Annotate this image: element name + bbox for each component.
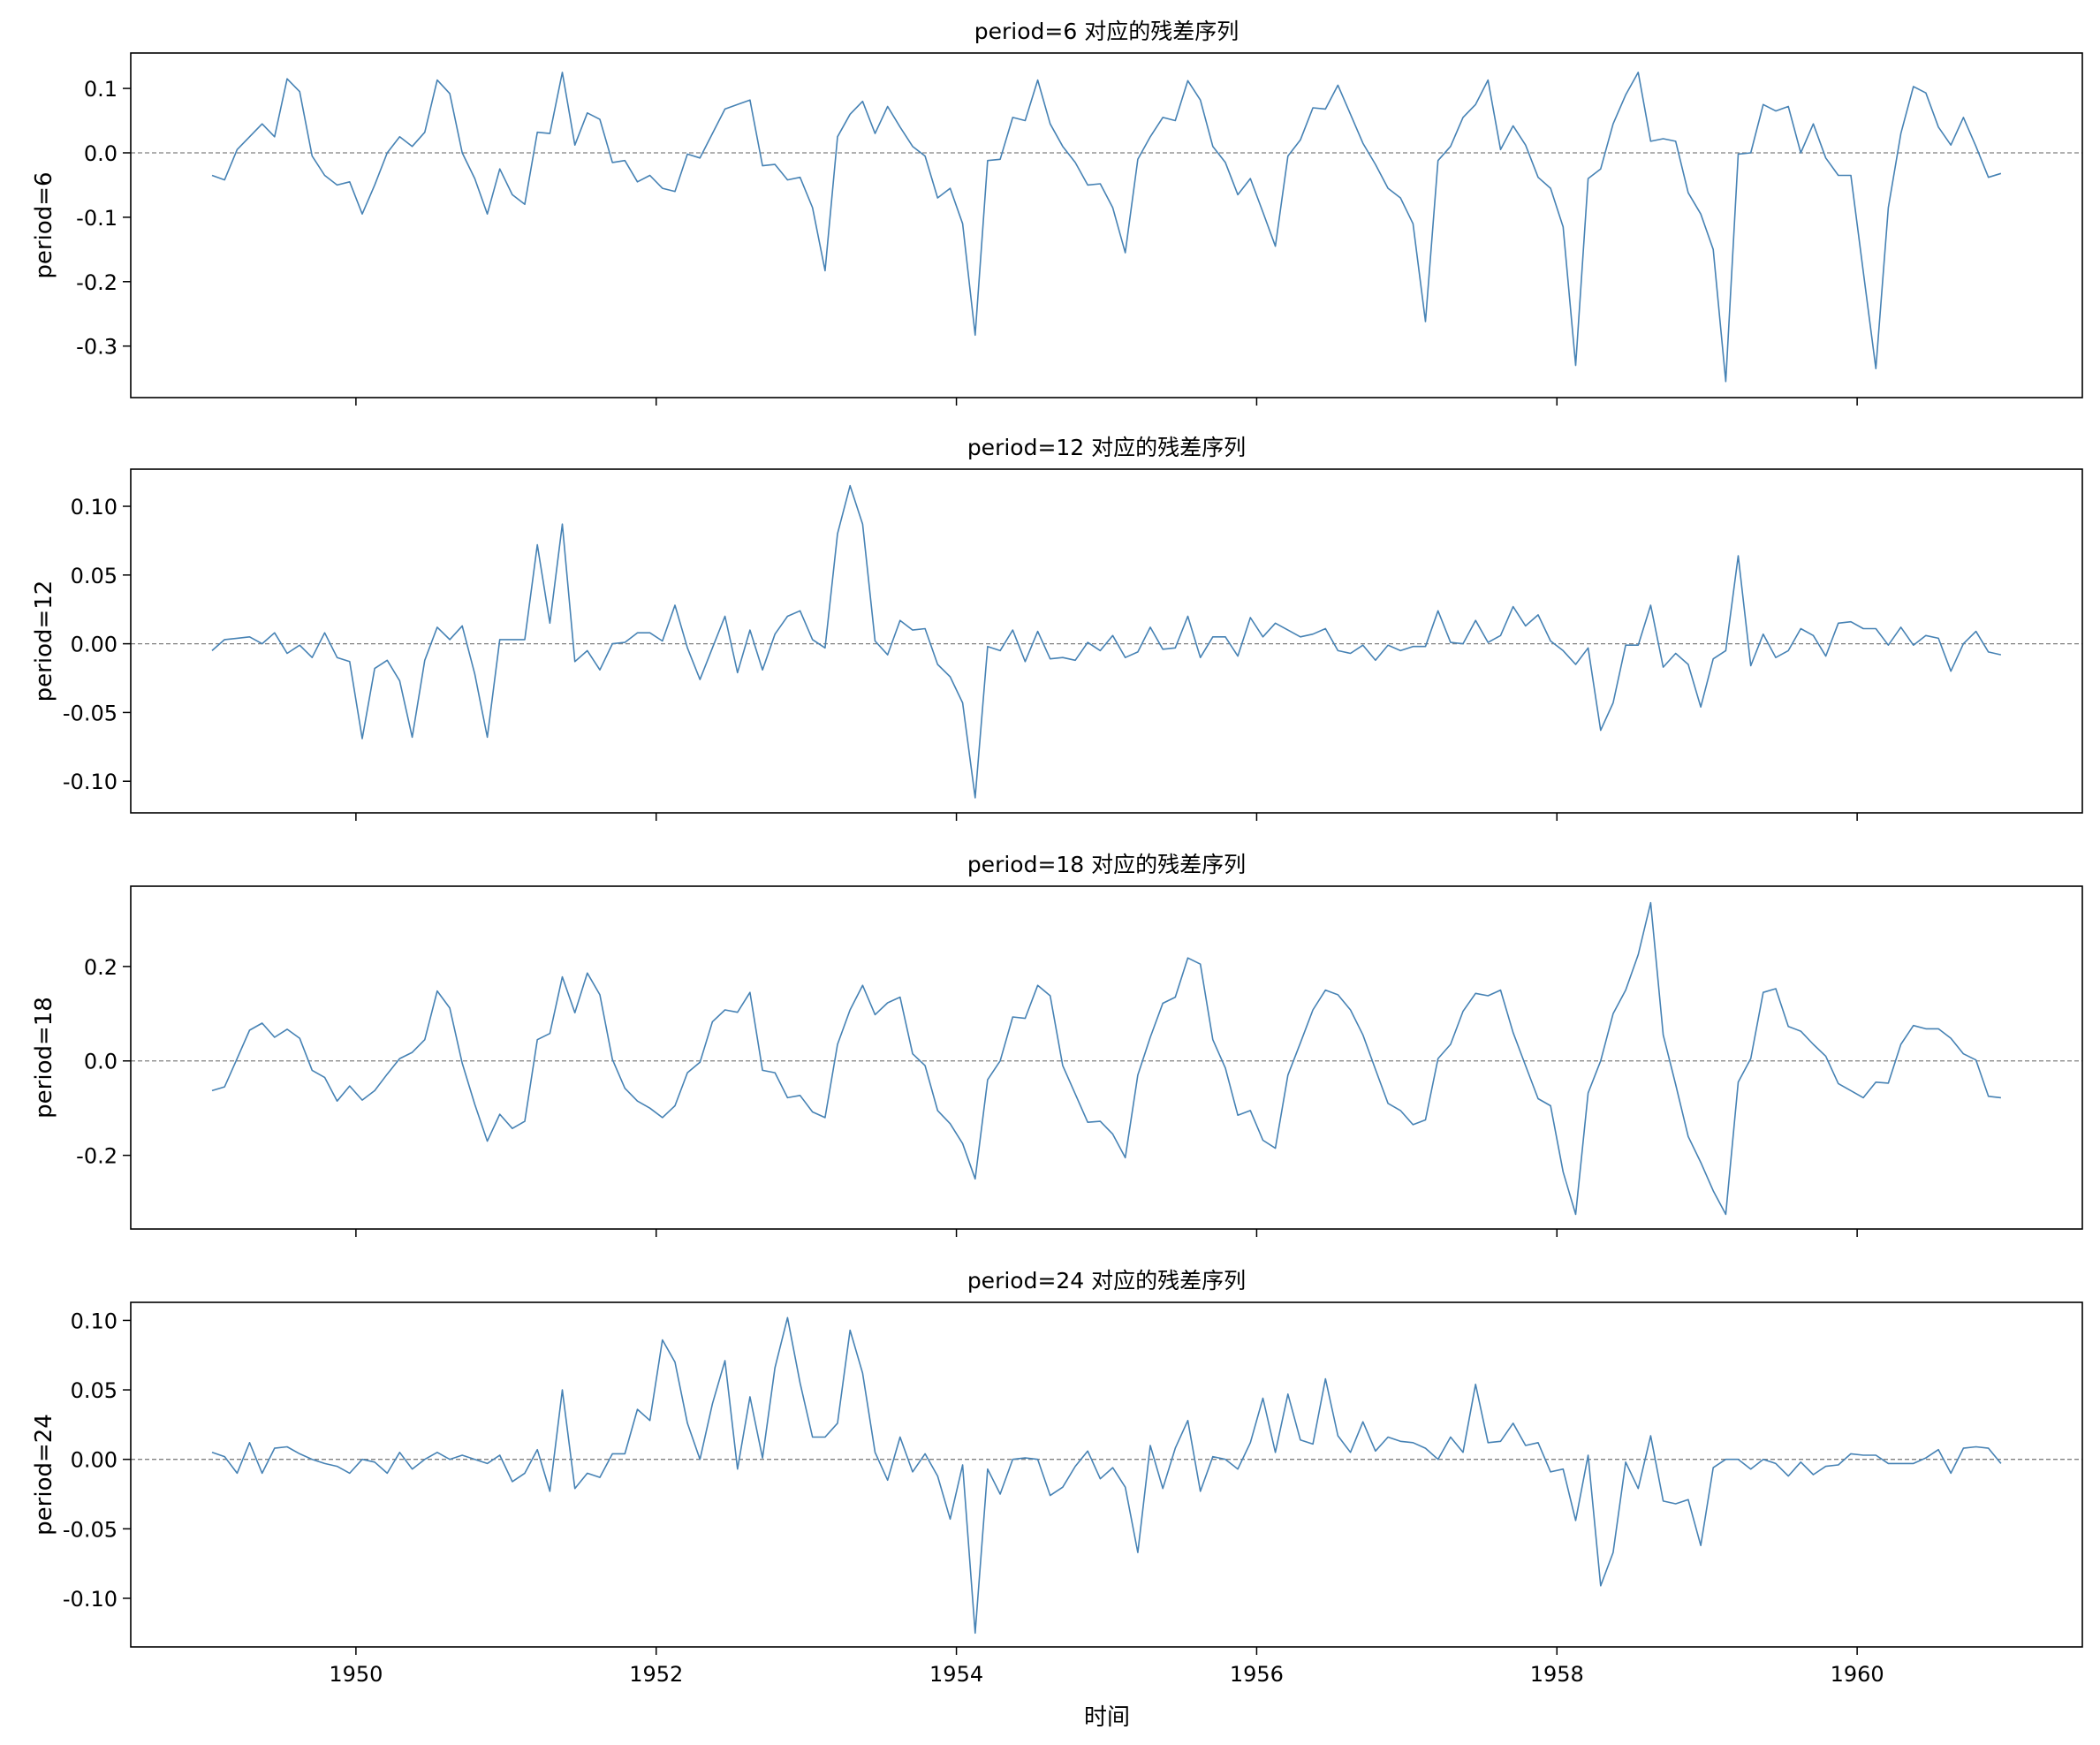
y-tick-label: 0.00	[71, 633, 118, 657]
subplot-period-24: period=24 对应的残差序列 period=24 0.10 0.05 0.00 -0…	[31, 1268, 2083, 1687]
subplot-frame	[130, 1301, 2083, 1648]
subplot-frame	[130, 885, 2083, 1230]
y-axis-label: period=6	[31, 171, 57, 278]
y-axis-label: period=24	[31, 1414, 57, 1536]
subplot-frame	[130, 52, 2083, 398]
y-tick-label: 0.0	[84, 141, 118, 166]
residual-series-line	[211, 1316, 2002, 1635]
x-tick-label: 1952	[629, 1662, 683, 1687]
subplot-title: period=24 对应的残差序列	[967, 1268, 1246, 1294]
y-tick-label: -0.10	[63, 770, 118, 794]
y-tick-label: 0.1	[84, 77, 118, 102]
x-tick-label: 1960	[1831, 1662, 1884, 1687]
residual-series-line	[211, 484, 2002, 799]
y-tick-label: -0.1	[76, 206, 118, 231]
x-tick-label: 1958	[1530, 1662, 1584, 1687]
subplot-title: period=18 对应的残差序列	[967, 852, 1246, 877]
x-tick-label: 1950	[329, 1662, 383, 1687]
residual-series-line	[211, 72, 2002, 383]
subplot-frame	[130, 468, 2083, 814]
y-tick-label: 0.05	[71, 1378, 118, 1403]
y-tick-label: -0.10	[63, 1587, 118, 1612]
subplot-period-12: period=12 对应的残差序列 period=12 0.10 0.05 0.00 -0…	[31, 435, 2083, 821]
subplot-title: period=6 对应的残差序列	[974, 19, 1239, 44]
subplot-period-6: period=6 对应的残差序列 period=6 0.1 0.0 -0.1 -0.2 -0…	[31, 19, 2083, 406]
subplot-period-18: period=18 对应的残差序列 period=18 0.2 0.0 -0.2	[31, 852, 2083, 1237]
y-tick-label: -0.05	[63, 1517, 118, 1542]
y-tick-label: 0.10	[71, 1309, 118, 1333]
residual-series-line	[211, 901, 2001, 1216]
y-tick-label: 0.05	[71, 564, 118, 588]
y-tick-label: -0.05	[63, 701, 118, 725]
y-tick-label: -0.2	[76, 270, 118, 295]
y-tick-label: 0.10	[71, 495, 118, 520]
y-axis-label: period=18	[31, 997, 57, 1119]
y-axis-label: period=12	[31, 580, 57, 702]
x-tick-label: 1956	[1230, 1662, 1284, 1687]
y-tick-label: 0.2	[84, 955, 118, 980]
y-tick-label: 0.0	[84, 1050, 118, 1074]
y-tick-label: -0.2	[76, 1144, 118, 1169]
x-tick-label: 1954	[929, 1662, 983, 1687]
subplot-title: period=12 对应的残差序列	[967, 435, 1246, 460]
y-tick-label: -0.3	[76, 335, 118, 360]
figure-x-axis-label: 时间	[1084, 1704, 1130, 1731]
y-tick-label: 0.00	[71, 1448, 118, 1473]
